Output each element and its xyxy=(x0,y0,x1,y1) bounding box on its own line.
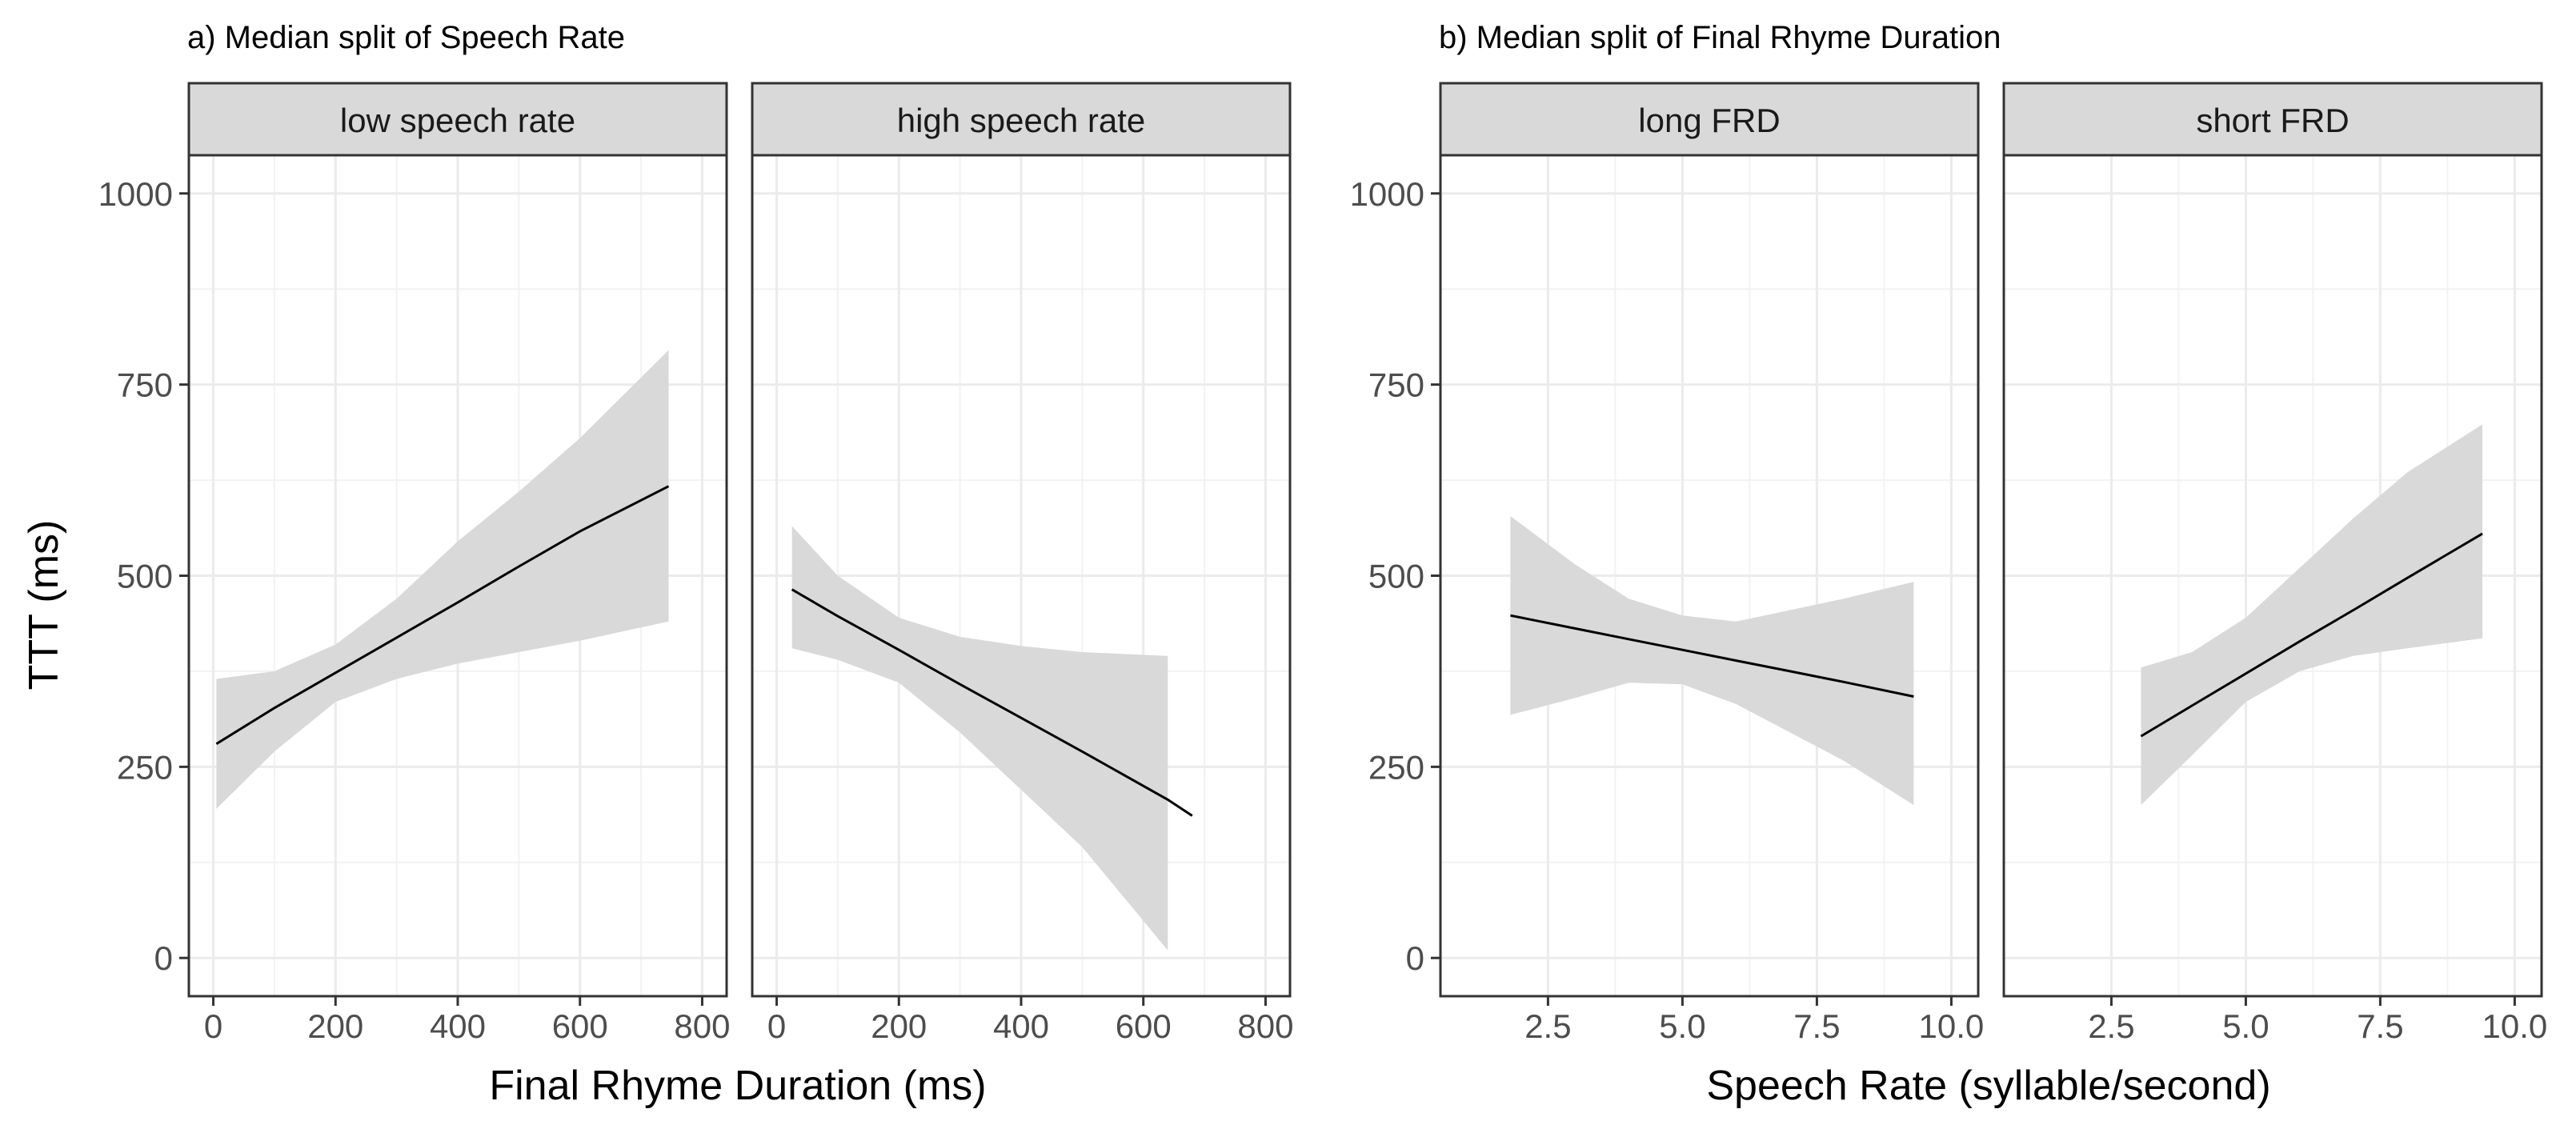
x-tick-label: 5.0 xyxy=(1659,1007,1705,1045)
group-title-b: b) Median split of Final Rhyme Duration xyxy=(1439,20,2001,55)
y-tick-label: 1000 xyxy=(98,175,173,213)
fit-line xyxy=(1510,614,1914,698)
panel-high-speech-rate: high speech rate 0 200 400 600 800 xyxy=(751,82,1293,1045)
fit-line xyxy=(2140,532,2483,738)
y-tick-label: 500 xyxy=(1368,558,1424,595)
strip-label: low speech rate xyxy=(340,102,575,139)
y-tick-label: 250 xyxy=(1368,748,1424,786)
confidence-band xyxy=(2141,424,2483,806)
strip-label: high speech rate xyxy=(897,102,1146,139)
strip-label: long FRD xyxy=(1638,102,1780,139)
x-tick-label: 200 xyxy=(307,1007,363,1045)
fit-line xyxy=(791,588,1193,817)
y-tick-label: 500 xyxy=(117,558,173,595)
x-tick-label: 800 xyxy=(674,1007,730,1045)
strip-background xyxy=(1439,82,1980,157)
confidence-band xyxy=(791,526,1168,951)
x-tick-label: 0 xyxy=(767,1007,786,1045)
x-tick-label: 5.0 xyxy=(2222,1007,2269,1045)
panel-short-frd: short FRD 2.5 5.0 7.5 10.0 xyxy=(2002,82,2548,1045)
x-tick-label: 2.5 xyxy=(1524,1007,1571,1045)
y-tick-label: 1000 xyxy=(1350,175,1424,213)
x-tick-label: 7.5 xyxy=(2357,1007,2403,1045)
strip-background xyxy=(2002,82,2543,157)
x-axis-title-b: Speech Rate (syllable/second) xyxy=(1706,1063,2270,1109)
strip-background xyxy=(751,82,1292,157)
y-tick-label: 0 xyxy=(1406,939,1424,977)
strip-background xyxy=(187,82,728,157)
x-tick-label: 800 xyxy=(1237,1007,1293,1045)
y-tick-label: 750 xyxy=(117,366,173,404)
y-tick-label: 250 xyxy=(117,748,173,786)
x-tick-label: 10.0 xyxy=(1919,1007,1985,1045)
confidence-band xyxy=(1510,516,1914,806)
x-tick-label: 600 xyxy=(552,1007,608,1045)
x-tick-label: 2.5 xyxy=(2088,1007,2134,1045)
strip-label: short FRD xyxy=(2196,102,2349,139)
panels: low speech rate 0 200 400 600 800 0 250 500 750 10… xyxy=(98,82,2548,1045)
confidence-band xyxy=(216,350,669,809)
x-tick-label: 10.0 xyxy=(2482,1007,2548,1045)
panel-long-frd: long FRD 2.5 5.0 7.5 10.0 0 250 500 750 1000 xyxy=(1350,82,1985,1045)
y-axis-title: TTT (ms) xyxy=(21,520,67,691)
x-tick-label: 200 xyxy=(871,1007,927,1045)
fit-line xyxy=(215,485,670,745)
x-tick-label: 7.5 xyxy=(1793,1007,1840,1045)
group-title-a: a) Median split of Speech Rate xyxy=(187,20,625,55)
x-tick-label: 400 xyxy=(993,1007,1049,1045)
y-tick-label: 750 xyxy=(1368,366,1424,404)
x-tick-label: 600 xyxy=(1116,1007,1172,1045)
y-tick-label: 0 xyxy=(154,939,173,977)
x-tick-label: 0 xyxy=(204,1007,222,1045)
panel-low-speech-rate: low speech rate 0 200 400 600 800 0 250 500 750 10… xyxy=(98,82,730,1045)
x-tick-label: 400 xyxy=(430,1007,486,1045)
x-axis-title-a: Final Rhyme Duration (ms) xyxy=(489,1063,986,1109)
